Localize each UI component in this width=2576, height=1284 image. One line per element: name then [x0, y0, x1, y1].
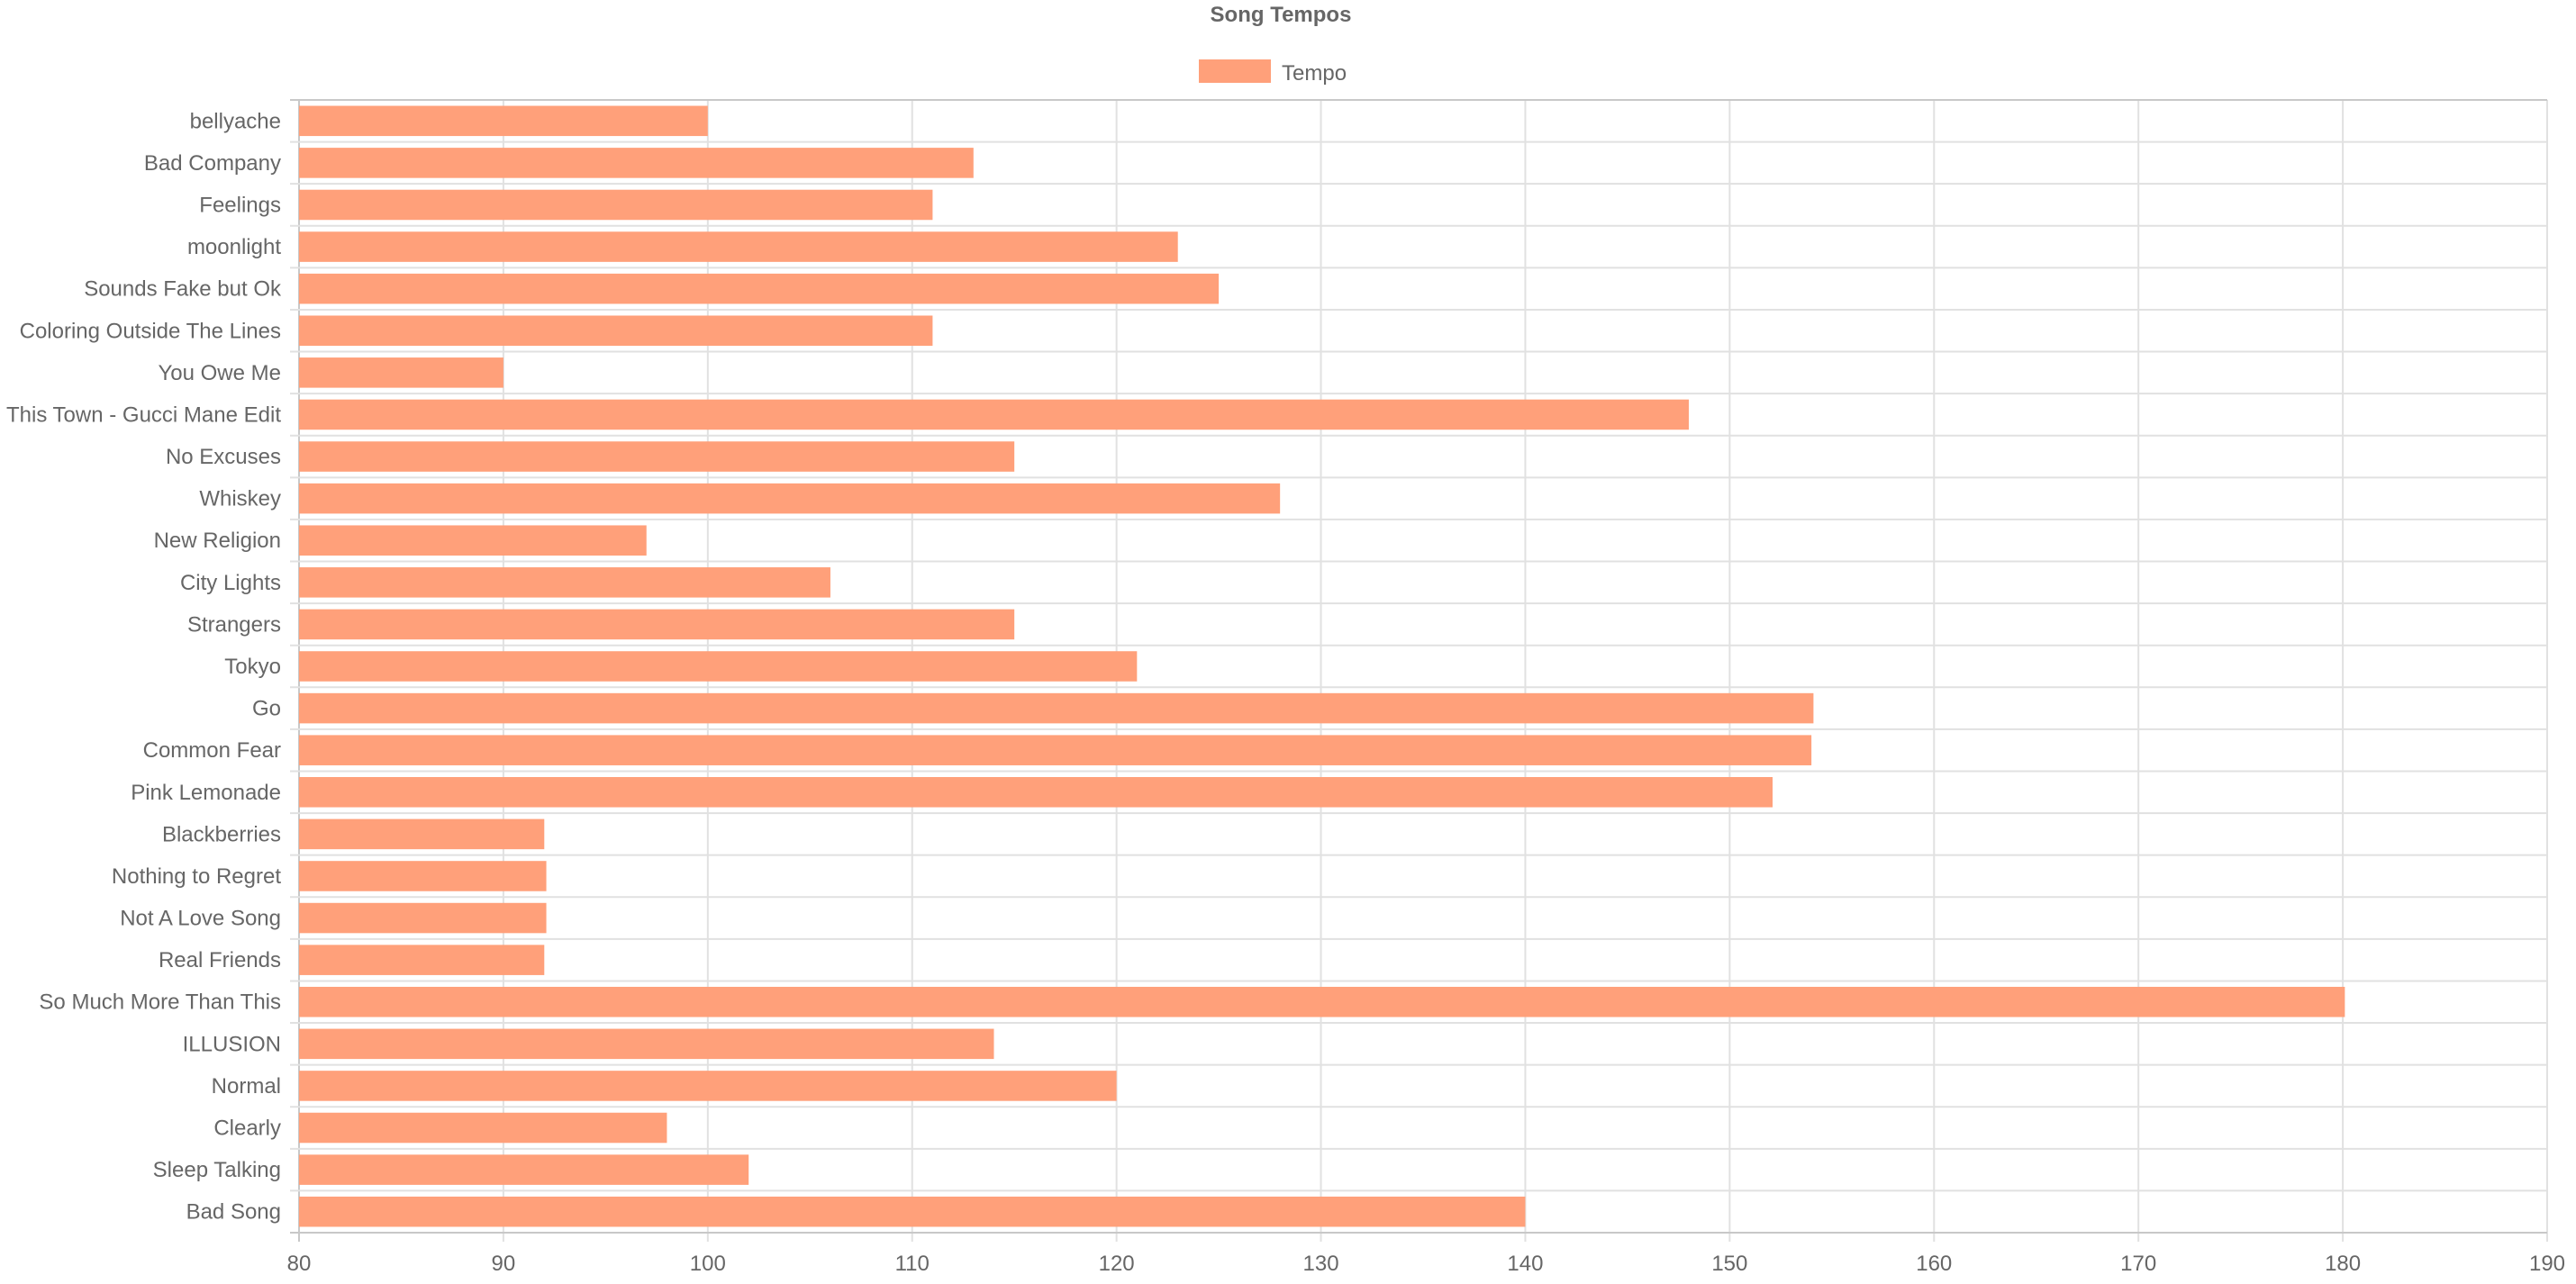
x-tick-label: 80 — [287, 1252, 312, 1276]
y-category-label: Normal — [212, 1074, 281, 1099]
bar[interactable] — [299, 1154, 749, 1185]
y-category-label: New Religion — [154, 529, 281, 553]
legend[interactable]: Tempo — [1199, 59, 1347, 86]
bar[interactable] — [299, 609, 1015, 640]
grid-lines — [290, 99, 2548, 1242]
y-category-label: Feelings — [199, 193, 281, 217]
bar[interactable] — [299, 861, 547, 891]
y-category-label: Whiskey — [199, 487, 281, 511]
bar[interactable] — [299, 483, 1281, 514]
y-category-label: City Lights — [180, 571, 281, 595]
y-category-label: Real Friends — [159, 948, 281, 972]
x-tick-label: 120 — [1099, 1252, 1135, 1276]
y-category-label: Not A Love Song — [120, 907, 281, 931]
y-category-label: This Town - Gucci Mane Edit — [6, 402, 281, 427]
y-category-label: Tokyo — [224, 655, 281, 679]
bar[interactable] — [299, 189, 933, 221]
bar[interactable] — [299, 902, 547, 934]
bar[interactable] — [299, 1071, 1117, 1101]
bar[interactable] — [299, 525, 647, 556]
bar[interactable] — [299, 567, 830, 598]
bar[interactable] — [299, 1196, 1526, 1227]
y-category-label: bellyache — [190, 109, 281, 133]
bar[interactable] — [299, 818, 545, 850]
x-tick-label: 140 — [1507, 1252, 1543, 1276]
bar[interactable] — [299, 273, 1220, 304]
bar[interactable] — [299, 651, 1138, 682]
legend-label-tempo[interactable]: Tempo — [1282, 61, 1347, 86]
bar[interactable] — [299, 945, 545, 975]
bars — [299, 105, 2345, 1227]
y-category-label: Pink Lemonade — [131, 781, 281, 805]
x-tick-label: 160 — [1916, 1252, 1952, 1276]
bar[interactable] — [299, 986, 2345, 1017]
bar[interactable] — [299, 399, 1689, 430]
y-category-label: Sleep Talking — [153, 1158, 281, 1182]
bar[interactable] — [299, 692, 1814, 724]
bar[interactable] — [299, 231, 1178, 262]
x-tick-label: 100 — [690, 1252, 726, 1276]
y-category-label: Strangers — [187, 612, 281, 637]
y-category-label: ILLUSION — [183, 1032, 281, 1056]
bar[interactable] — [299, 1028, 994, 1060]
y-category-label: Bad Company — [144, 151, 281, 176]
y-category-label: Go — [252, 697, 281, 721]
y-category-label: You Owe Me — [158, 361, 281, 385]
y-category-label: Bad Song — [186, 1200, 281, 1225]
y-category-label: Common Fear — [143, 738, 281, 763]
x-tick-label: 130 — [1303, 1252, 1339, 1276]
y-category-label: Blackberries — [162, 822, 281, 846]
y-category-label: Coloring Outside The Lines — [20, 319, 281, 343]
bar[interactable] — [299, 777, 1773, 808]
x-tick-label: 180 — [2325, 1252, 2361, 1276]
x-tick-label: 110 — [895, 1252, 930, 1276]
y-category-label: Clearly — [213, 1117, 281, 1141]
bar[interactable] — [299, 735, 1812, 765]
y-category-label: Sounds Fake but Ok — [84, 277, 282, 302]
legend-swatch-tempo[interactable] — [1199, 59, 1271, 83]
y-category-label: Nothing to Regret — [112, 864, 281, 889]
y-category-label: No Excuses — [166, 445, 281, 469]
bar[interactable] — [299, 148, 974, 178]
x-tick-label: 90 — [492, 1252, 516, 1276]
bar[interactable] — [299, 357, 503, 388]
y-category-label: moonlight — [187, 235, 281, 259]
x-tick-label: 150 — [1711, 1252, 1747, 1276]
chart-title: Song Tempos — [1211, 3, 1352, 27]
bar[interactable] — [299, 315, 933, 347]
bar[interactable] — [299, 441, 1015, 472]
bar[interactable] — [299, 105, 708, 137]
x-axis-labels: 80 90 100 110 120 130 140 150 160 170 180 190 — [287, 1252, 2565, 1276]
y-axis-labels: bellyache Bad Company Feelings moonlight Sou… — [6, 109, 282, 1224]
x-tick-label: 190 — [2529, 1252, 2565, 1276]
x-tick-label: 170 — [2120, 1252, 2156, 1276]
bar[interactable] — [299, 1112, 667, 1144]
y-category-label: So Much More Than This — [39, 990, 281, 1015]
